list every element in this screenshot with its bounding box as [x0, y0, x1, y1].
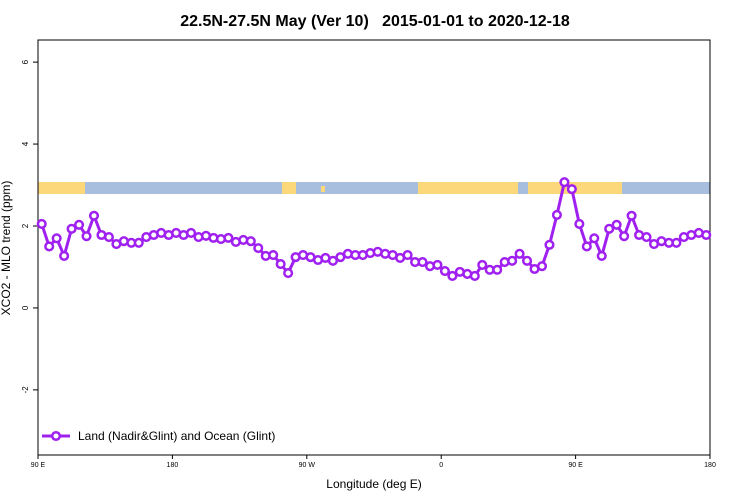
y-tick-label: 2 — [21, 223, 30, 228]
y-tick-label: 0 — [21, 305, 30, 310]
data-point — [551, 209, 562, 220]
data-point — [596, 250, 607, 261]
data-point — [701, 229, 712, 241]
land-band — [282, 182, 296, 194]
data-point — [268, 250, 279, 261]
x-axis-label: Longitude (deg E) — [326, 477, 421, 491]
data-point — [439, 266, 450, 277]
data-point — [611, 219, 622, 230]
data-point — [626, 210, 637, 221]
data-point — [36, 218, 47, 229]
data-point — [536, 261, 548, 272]
data-point — [566, 184, 577, 195]
land-band — [321, 186, 325, 192]
data-point — [469, 270, 480, 282]
data-point — [641, 232, 652, 243]
y-tick-label: 6 — [21, 59, 30, 64]
data-point — [604, 223, 615, 234]
data-point — [88, 210, 100, 221]
data-point — [133, 237, 144, 248]
x-tick-label: 90 E — [568, 462, 583, 469]
data-point — [245, 236, 256, 247]
surface-band — [38, 182, 710, 194]
data-point — [59, 250, 70, 261]
chart-title: 22.5N-27.5N May (Ver 10) 2015-01-01 to 2… — [180, 13, 570, 30]
x-tick-label: 180 — [704, 462, 716, 469]
data-point — [186, 227, 197, 239]
data-point — [477, 259, 488, 270]
data-point — [417, 256, 428, 268]
data-point — [589, 233, 600, 244]
data-point — [559, 177, 570, 188]
data-point — [74, 219, 85, 230]
data-point — [275, 259, 286, 270]
data-point — [492, 264, 503, 275]
data-point — [447, 270, 458, 282]
data-point — [507, 255, 518, 266]
x-tick-label: 0 — [439, 462, 443, 469]
data-point — [44, 241, 55, 252]
y-tick-label: 4 — [21, 141, 30, 146]
data-point — [522, 255, 533, 266]
x-tick-label: 180 — [167, 462, 179, 469]
data-point — [66, 223, 77, 234]
plot-frame — [37, 39, 711, 456]
data-point — [574, 218, 585, 229]
legend-label: Land (Nadir&Glint) and Ocean (Glint) — [78, 429, 275, 443]
land-band — [418, 182, 518, 194]
x-tick-label: 90 E — [31, 462, 46, 469]
data-point — [514, 248, 525, 259]
x-tick-label: 90 W — [299, 462, 316, 469]
data-point — [103, 232, 114, 243]
data-point — [402, 250, 413, 261]
data-point — [283, 268, 294, 279]
data-point — [327, 255, 338, 266]
data-point — [253, 243, 264, 254]
data-point — [671, 237, 682, 248]
y-axis-label: XCO2 - MLO trend (ppm) — [0, 181, 13, 316]
data-point — [223, 232, 234, 243]
y-tick-label: -2 — [21, 386, 30, 394]
data-point — [581, 241, 592, 252]
data-point — [432, 259, 443, 270]
data-point — [81, 231, 92, 242]
data-point — [51, 233, 62, 244]
data-point — [619, 231, 630, 242]
legend-marker — [50, 430, 62, 442]
data-point — [544, 239, 555, 250]
land-band — [38, 182, 85, 194]
